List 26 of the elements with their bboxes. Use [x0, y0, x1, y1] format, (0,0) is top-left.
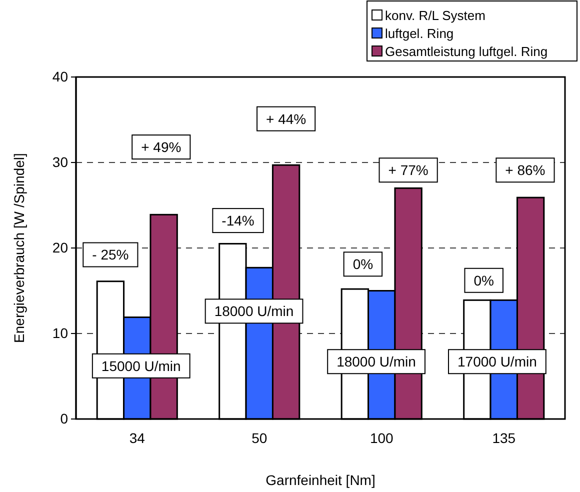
- y-tick-label: 40: [52, 68, 68, 84]
- x-axis-title: Garnfeinheit [Nm]: [266, 472, 376, 488]
- annotation: + 77%: [388, 162, 428, 178]
- x-tick-label: 50: [252, 430, 268, 446]
- annotation: + 49%: [141, 139, 182, 156]
- annotation: 18000 U/min: [214, 303, 294, 320]
- annotation: 15000 U/min: [101, 358, 181, 374]
- annotation: 0%: [352, 256, 374, 272]
- y-tick-label: 10: [52, 324, 68, 341]
- x-tick-label: 34: [129, 430, 146, 446]
- legend-label: konv. R/L System: [385, 8, 486, 23]
- annotation: + 86%: [505, 162, 546, 178]
- annotation: 17000 U/min: [458, 354, 537, 370]
- x-tick-label: 100: [370, 430, 394, 446]
- annotation: -14%: [222, 212, 254, 229]
- x-tick-label: 135: [492, 430, 516, 446]
- y-axis-title: Energieverbrauch [W /Spindel]: [11, 153, 27, 343]
- legend-label: luftgel. Ring: [385, 26, 454, 41]
- annotation: - 25%: [92, 246, 129, 263]
- y-tick-label: 20: [52, 239, 68, 256]
- y-tick-label: 0: [60, 410, 68, 426]
- annotation: 18000 U/min: [336, 354, 416, 370]
- legend-label: Gesamtleistung luftgel. Ring: [385, 44, 548, 59]
- annotation: + 44%: [266, 110, 306, 127]
- y-tick-label: 30: [52, 154, 68, 170]
- annotation: 0%: [474, 272, 494, 288]
